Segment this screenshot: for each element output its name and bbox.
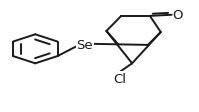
Text: Se: Se — [76, 39, 93, 51]
Text: O: O — [173, 9, 183, 22]
Text: Cl: Cl — [113, 72, 126, 85]
